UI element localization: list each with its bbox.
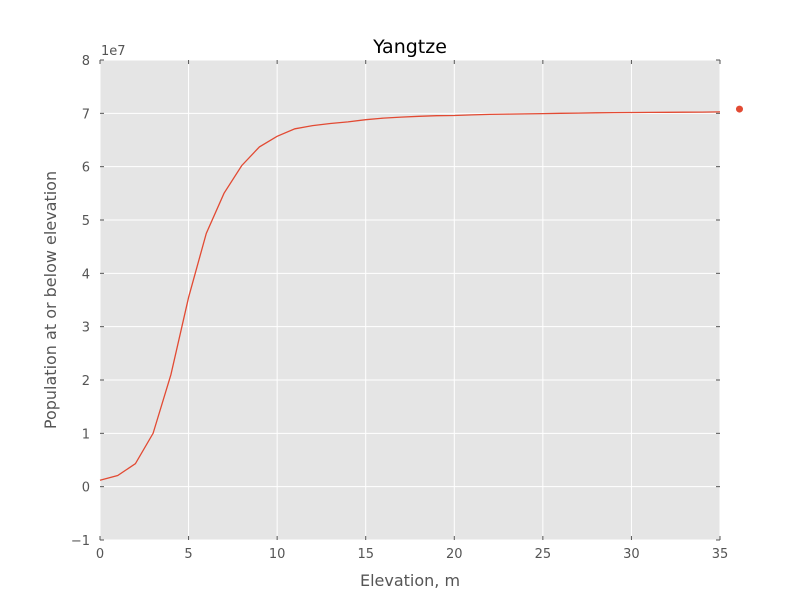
y-tick-label: 2 — [82, 374, 90, 389]
y-tick-label: 3 — [82, 321, 90, 336]
plot-area — [100, 60, 720, 540]
y-tick-labels: −1 0 1 2 3 4 5 6 7 8 — [71, 54, 90, 549]
x-tick-label: 15 — [357, 547, 374, 562]
y-tick-label: 5 — [82, 214, 90, 229]
y-tick-label: 4 — [82, 267, 90, 282]
series-line — [99, 111, 721, 481]
series-layer — [99, 111, 721, 481]
marker-layer — [735, 105, 743, 113]
y-offset-text: 1e7 — [101, 44, 126, 59]
marker-point — [735, 105, 743, 113]
x-tick-label: 20 — [446, 547, 463, 562]
x-tick-label: 35 — [712, 547, 729, 562]
x-tick-label: 0 — [96, 547, 104, 562]
x-axis-label: Elevation, m — [360, 571, 460, 590]
x-tick-labels: 0 5 10 15 20 25 30 35 — [96, 547, 728, 562]
y-tick-label: 7 — [82, 107, 90, 122]
y-tick-label: −1 — [71, 534, 90, 549]
y-axis-label: Population at or below elevation — [41, 171, 60, 429]
x-tick-label: 10 — [269, 547, 286, 562]
x-tick-label: 30 — [623, 547, 640, 562]
y-tick-label: 1 — [82, 427, 90, 442]
chart-title: Yangtze — [372, 36, 447, 58]
y-tick-label: 6 — [82, 161, 90, 176]
grid — [99, 59, 721, 541]
tick-marks — [99, 59, 721, 541]
y-tick-label: 0 — [82, 481, 90, 496]
y-tick-label: 8 — [82, 54, 90, 69]
x-tick-label: 5 — [184, 547, 192, 562]
x-tick-label: 25 — [535, 547, 552, 562]
